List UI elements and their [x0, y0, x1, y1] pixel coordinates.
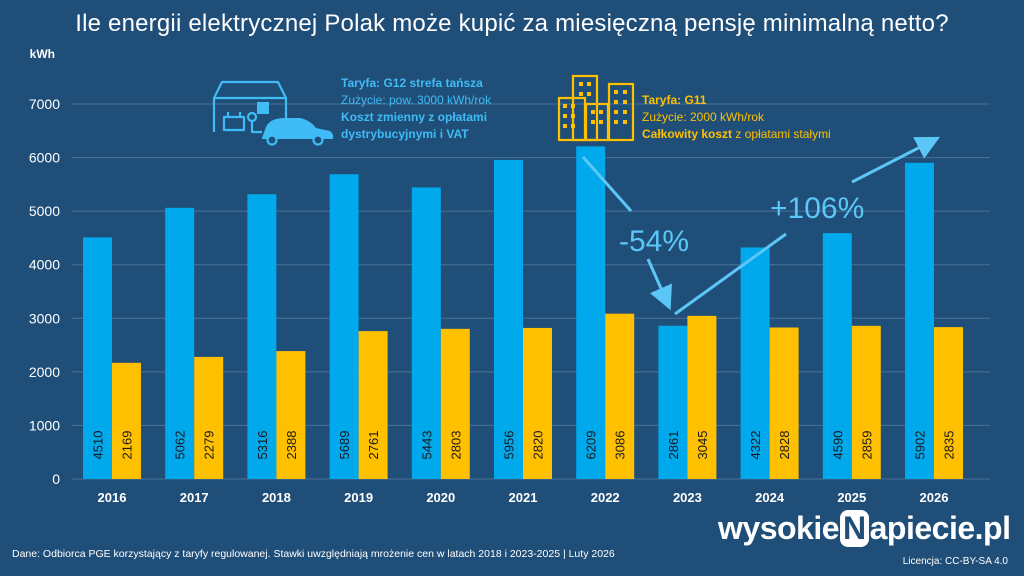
- y-axis-ticks: 0 1000 2000 3000 4000 5000 6000 7000: [29, 96, 60, 487]
- data-label-blue: 5689: [337, 431, 352, 460]
- data-label-blue: 4510: [91, 431, 106, 460]
- bar-gold: [276, 351, 306, 479]
- bar-blue: [494, 159, 523, 479]
- legend-blue-tariff: Taryfa: G12 strefa tańsza: [341, 76, 483, 90]
- x-tick-label: 2020: [426, 490, 455, 505]
- rise-arrow-upper: [851, 136, 941, 184]
- bar-blue: [576, 146, 606, 479]
- drop-arrow-lower: [646, 258, 672, 311]
- drop-arrow-upper: [581, 156, 633, 212]
- data-label-gold: 2279: [202, 431, 217, 460]
- data-label-gold: 3045: [695, 431, 710, 460]
- data-label-blue: 5443: [419, 431, 434, 460]
- bar-gold: [112, 362, 141, 479]
- rise-percentage: +106%: [770, 192, 865, 225]
- drop-percentage: -54%: [619, 225, 690, 258]
- bar-gold: [851, 325, 881, 479]
- logo-before: wysokie: [718, 510, 840, 546]
- data-label-blue: 5062: [173, 431, 188, 460]
- footer-source: Dane: Odbiorca PGE korzystający z taryfy…: [12, 548, 615, 560]
- y-axis-label: kWh: [30, 47, 55, 61]
- x-tick-label: 2017: [180, 490, 209, 505]
- bar-gold: [605, 313, 635, 479]
- bar-blue: [740, 247, 770, 479]
- y-tick-label: 1000: [29, 417, 60, 433]
- legend-blue: Taryfa: G12 strefa tańsza Zużycie: pow. …: [341, 75, 491, 143]
- buildings-icon: [557, 74, 635, 142]
- legend-blue-cost-2: dystrybucyjnymi i VAT: [341, 127, 469, 141]
- x-tick-label: 2019: [344, 490, 373, 505]
- legend-blue-cost-1: Koszt zmienny z opłatami: [341, 110, 488, 124]
- legend-gold-cost: Całkowity koszt z opłatami stałymi: [642, 126, 831, 143]
- logo-after: apiecie.pl: [869, 510, 1011, 546]
- data-label-gold: 2859: [859, 431, 874, 460]
- legend-gold-cost-bold: Całkowity koszt: [642, 127, 733, 141]
- bar-blue: [83, 237, 112, 479]
- bar-blue: [329, 174, 359, 479]
- bar-blue: [411, 187, 441, 480]
- bar-gold: [440, 328, 470, 479]
- house-car-icon: [212, 80, 334, 146]
- x-tick-label: 2022: [591, 490, 620, 505]
- bar-gold: [934, 327, 963, 479]
- data-label-gold: 2388: [284, 431, 299, 460]
- y-tick-label: 5000: [29, 203, 60, 219]
- x-tick-label: 2023: [673, 490, 702, 505]
- chart-title: Ile energii elektrycznej Polak może kupi…: [75, 10, 949, 37]
- y-tick-label: 4000: [29, 257, 60, 273]
- y-tick-label: 7000: [29, 96, 60, 112]
- data-label-gold: 2828: [777, 431, 792, 460]
- legend-gold-cost-rest: z opłatami stałymi: [732, 127, 831, 141]
- bar-blue: [658, 325, 688, 479]
- data-label-blue: 5956: [502, 431, 517, 460]
- x-tick-label: 2016: [98, 490, 127, 505]
- footer-license: Licencja: CC-BY-SA 4.0: [902, 556, 1008, 567]
- data-label-blue: 2861: [666, 431, 681, 460]
- bar-blue: [247, 194, 277, 479]
- x-tick-label: 2026: [920, 490, 949, 505]
- bar-gold: [687, 315, 717, 479]
- x-tick-label: 2025: [837, 490, 866, 505]
- bar-blue: [165, 207, 195, 480]
- data-label-blue: 4590: [830, 431, 845, 460]
- data-label-gold: 3086: [613, 431, 628, 460]
- bar-gold: [769, 327, 799, 479]
- y-tick-label: 2000: [29, 364, 60, 380]
- y-tick-label: 3000: [29, 310, 60, 326]
- legend-gold-usage: Zużycie: 2000 kWh/rok: [642, 110, 765, 124]
- bar-gold: [358, 331, 388, 479]
- data-label-gold: 2835: [942, 431, 957, 460]
- data-label-blue: 5316: [255, 431, 270, 460]
- y-tick-label: 6000: [29, 150, 60, 166]
- x-axis-ticks: 2016 2017 2018 2019 2020 2021 2022 2023 2024 2025…: [98, 490, 949, 505]
- legend-gold-tariff: Taryfa: G11: [642, 93, 707, 107]
- logo-letter: N: [840, 510, 869, 547]
- x-tick-label: 2021: [509, 490, 538, 505]
- data-label-blue: 6209: [584, 431, 599, 460]
- x-tick-label: 2024: [755, 490, 785, 505]
- data-label-gold: 2803: [448, 431, 463, 460]
- data-label-gold: 2761: [366, 431, 381, 460]
- y-tick-label: 0: [52, 471, 60, 487]
- x-tick-label: 2018: [262, 490, 291, 505]
- bars: 4510 2169 5062 2279 5316 2388 5689 2761 5443 2803…: [83, 146, 963, 480]
- data-label-blue: 5902: [913, 431, 928, 460]
- legend-blue-usage: Zużycie: pow. 3000 kWh/rok: [341, 93, 492, 107]
- rise-arrow-lower: [674, 232, 787, 316]
- bar-blue: [905, 162, 934, 480]
- legend-gold: Taryfa: G11 Zużycie: 2000 kWh/rok Całkow…: [642, 92, 831, 143]
- bar-gold: [523, 327, 552, 479]
- data-label-gold: 2169: [120, 431, 135, 460]
- bar-gold: [194, 356, 224, 479]
- bar-blue: [822, 233, 852, 479]
- data-label-blue: 4322: [748, 431, 763, 460]
- data-label-gold: 2820: [531, 431, 546, 460]
